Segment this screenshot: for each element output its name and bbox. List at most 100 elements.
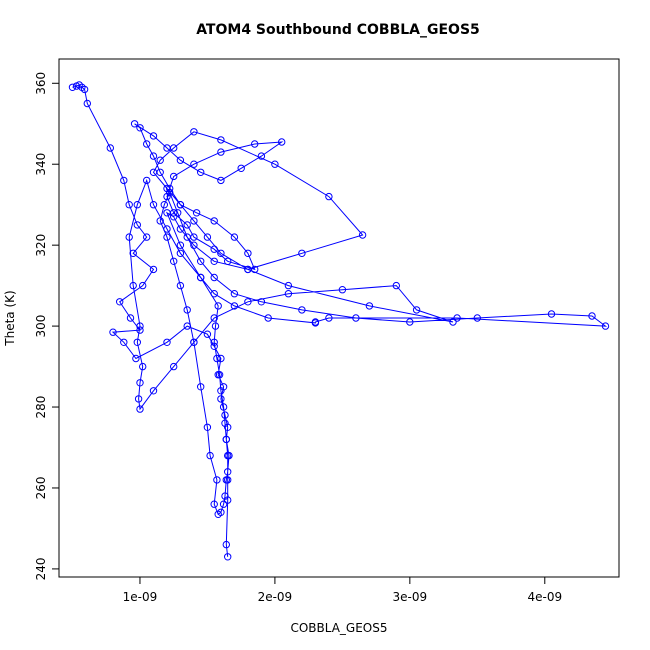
data-point [136,326,144,334]
data-point [143,176,151,185]
data-point [210,342,218,350]
data-point [174,209,182,217]
x-tick-label: 2e-09 [258,590,293,604]
data-point [190,160,198,168]
data-point [203,233,212,241]
x-tick-label: 3e-09 [393,590,428,604]
data-point [244,265,252,274]
data-point [224,496,232,504]
data-point [197,168,205,177]
data-point [211,322,220,330]
y-tick-label: 340 [34,153,48,176]
data-point [214,510,222,518]
data-point [601,322,610,330]
data-point [210,500,218,508]
data-point [170,257,178,265]
data-point [215,371,224,379]
data-point [149,265,158,274]
plot-frame [58,58,620,578]
plot-area [68,81,610,561]
data-point [190,338,198,346]
data-point [284,281,293,290]
data-point [183,322,191,330]
data-point [197,273,205,282]
data-point [257,152,266,160]
data-point [217,354,225,363]
x-axis-label: COBBLA_GEOS5 [290,621,387,635]
data-point [213,476,221,484]
data-point [192,209,201,217]
data-point [126,314,135,322]
data-point [136,124,144,132]
data-point [136,405,144,413]
data-point [221,411,229,419]
data-point [298,249,306,258]
data-point [453,314,461,322]
data-point [284,290,293,298]
data-point [224,451,232,460]
data-point [449,318,457,326]
data-point [271,160,279,168]
data-point [166,184,174,193]
data-point [217,176,225,185]
data-point [176,225,185,233]
data-point [190,233,198,241]
data-point [190,128,198,136]
data-point [163,225,171,233]
data-point [68,83,77,92]
data-point [210,273,218,282]
data-point [219,403,228,411]
data-point [83,99,92,108]
data-point [80,85,89,94]
y-tick-label: 280 [34,396,48,419]
data-point [136,322,144,330]
x-axis: 1e-09 2e-09 3e-09 4e-09 [123,577,562,604]
data-point [149,132,158,140]
y-tick-label: 360 [34,72,48,95]
data-point [365,302,374,310]
data-point [217,249,225,258]
data-point [176,201,185,209]
data-point [109,328,117,336]
data-point [149,168,158,177]
data-point [190,217,198,225]
data-point [278,138,286,146]
data-point [237,164,245,173]
data-point [217,395,225,403]
data-point [219,500,228,508]
data-point [130,120,139,128]
data-point [106,144,115,152]
data-point [197,257,205,265]
data-point [149,387,158,395]
data-point [163,184,171,193]
data-point [129,281,137,290]
data-point [210,338,218,346]
data-point [156,156,164,164]
data-point [214,302,222,310]
data-point [134,395,143,403]
data-point [217,387,225,395]
data-point [149,201,158,209]
data-point [224,553,232,561]
data-point [412,306,421,314]
data-point [133,221,142,229]
data-point [163,209,171,217]
data-point [230,290,239,298]
data-point [257,298,266,306]
data-point [221,419,229,427]
data-point [156,217,164,225]
data-point [170,172,178,181]
data-point [116,298,124,306]
data-point [210,290,218,298]
data-point [133,338,142,346]
data-point [170,213,178,221]
data-point [298,306,306,314]
data-point [547,310,556,318]
data-point [244,298,252,306]
data-point [251,140,259,148]
data-point [392,281,400,290]
data-point [125,233,133,241]
data-point [190,241,198,249]
y-tick-label: 300 [34,315,48,338]
